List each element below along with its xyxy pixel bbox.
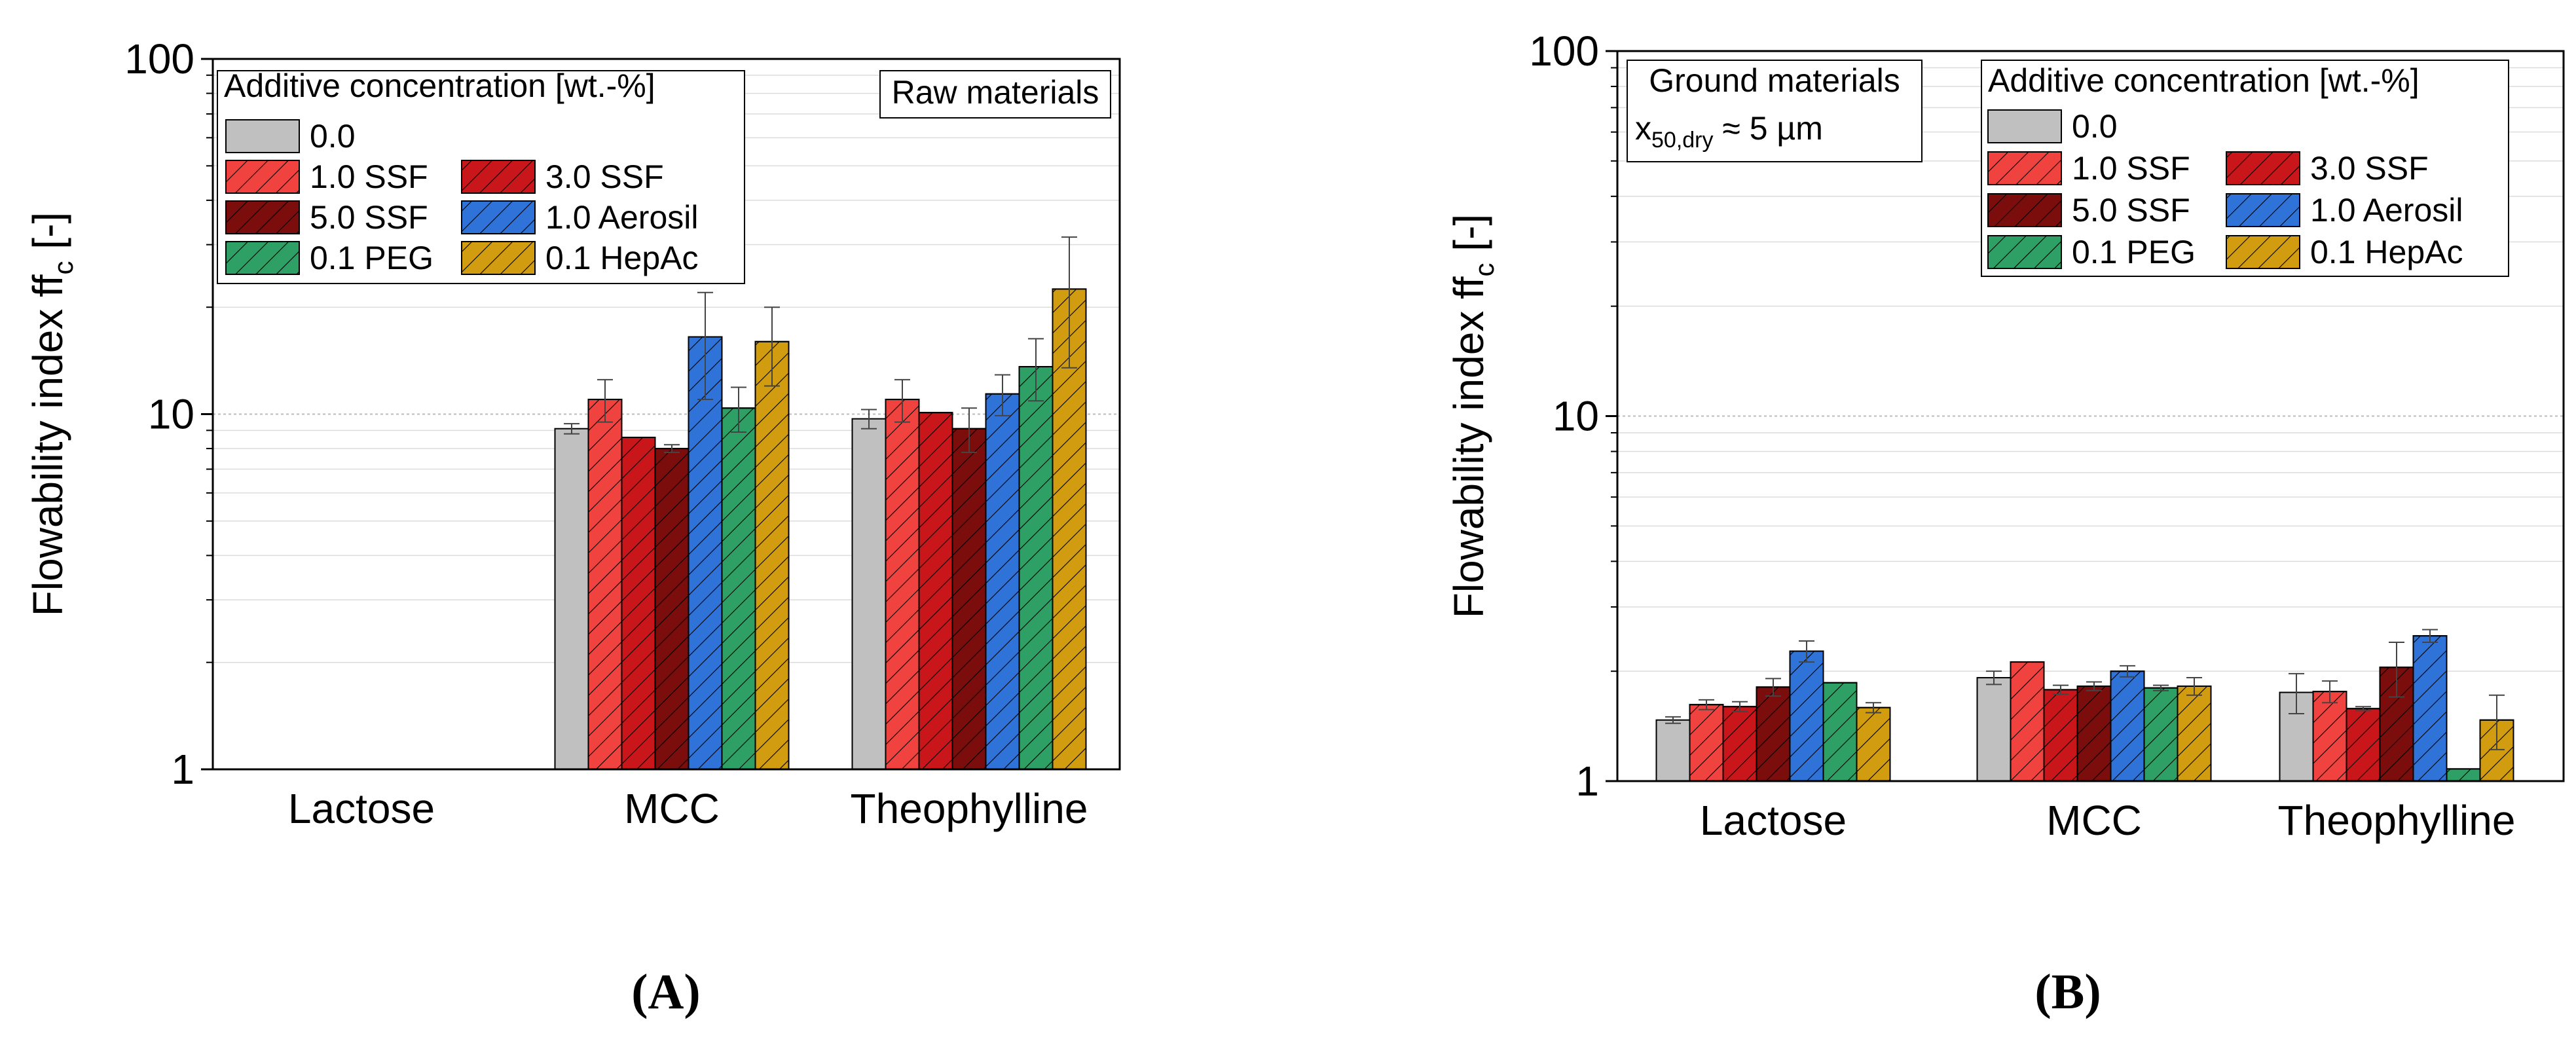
annotation-particle-size: x50,dry ≈ 5 µm — [1635, 110, 1823, 153]
annotation-particle-size-sub: 50,dry — [1651, 128, 1714, 153]
legend-swatch-hatch — [2226, 193, 2300, 227]
y-axis-label-unit: [-] — [1445, 214, 1492, 263]
legend-swatch-hatch — [1987, 235, 2062, 269]
bar-a-mcc-0-0 — [554, 428, 589, 770]
legend-swatch-hatch — [461, 200, 536, 234]
y-tick-label: 100 — [1529, 27, 1599, 75]
bar-b-mcc-5-0-ssf-hatch — [2076, 686, 2112, 782]
bar-b-mcc-1-0-ssf-hatch — [2010, 661, 2045, 782]
bar-a-theophylline-3-0-ssf-hatch — [918, 412, 953, 770]
y-tick-label: 10 — [148, 391, 194, 438]
annotation-box — [879, 70, 1111, 119]
bar-a-theophylline-0-0 — [851, 418, 887, 770]
bar-b-mcc-0-0 — [1976, 677, 2012, 782]
x-category-label: Lactose — [288, 785, 435, 832]
bar-b-theophylline-1-0-ssf-hatch — [2312, 691, 2347, 782]
legend-label: 3.0 SSF — [545, 158, 664, 195]
y-axis-label-sub: c — [1469, 263, 1500, 276]
annotation-particle-size-value: ≈ 5 µm — [1714, 110, 1823, 147]
bar-a-mcc-0-1-peg-hatch — [721, 407, 756, 770]
legend-swatch — [225, 119, 300, 153]
annotation-text: Raw materials — [892, 74, 1099, 111]
legend-swatch-hatch — [225, 200, 300, 234]
bar-b-theophylline-3-0-ssf-hatch — [2346, 708, 2381, 782]
x-category-label: MCC — [624, 785, 720, 832]
legend-label: 3.0 SSF — [2310, 150, 2429, 187]
legend-swatch-hatch — [225, 160, 300, 194]
y-axis-label: Flowability index ffc [-] — [1445, 214, 1500, 618]
y-tick-label: 100 — [124, 35, 194, 82]
panel-label: (B) — [2034, 964, 2101, 1019]
bar-b-mcc-0-1-peg-hatch — [2143, 687, 2179, 782]
y-tick-label: 10 — [1553, 393, 1599, 440]
legend-label: 5.0 SSF — [310, 199, 428, 236]
legend-label: 0.1 HepAc — [545, 240, 698, 276]
legend-swatch-hatch — [461, 241, 536, 275]
y-axis-label: Flowability index ffc [-] — [24, 212, 79, 616]
bar-b-mcc-1-0-aerosil-hatch — [2110, 670, 2145, 782]
bar-b-theophylline-1-0-aerosil-hatch — [2412, 635, 2448, 782]
bar-b-mcc-0-1-hepac-hatch — [2177, 686, 2212, 782]
x-category-label: Theophylline — [851, 785, 1088, 832]
legend-swatch-hatch — [1987, 193, 2062, 227]
bar-a-mcc-1-0-ssf-hatch — [587, 399, 623, 770]
y-tick-label: 1 — [1575, 758, 1599, 805]
legend-label: 0.0 — [2072, 108, 2118, 145]
panel-a: 1 10 100 Lactose MCC Theophylline Flowability … — [24, 35, 1121, 1019]
x-category-label: MCC — [2046, 797, 2142, 844]
bar-a-mcc-5-0-ssf-hatch — [654, 448, 690, 770]
legend-label: 0.1 HepAc — [2310, 234, 2463, 270]
bar-a-theophylline-5-0-ssf-hatch — [951, 428, 987, 770]
legend-label: 5.0 SSF — [2072, 192, 2190, 229]
bar-a-mcc-3-0-ssf-hatch — [621, 437, 656, 771]
y-axis-label-sub: c — [48, 261, 79, 274]
bar-a-theophylline-1-0-aerosil-hatch — [985, 393, 1020, 770]
legend-swatch-hatch — [2226, 235, 2300, 269]
legend-label: 1.0 SSF — [310, 158, 428, 195]
bar-b-theophylline-0-1-peg-hatch — [2446, 768, 2481, 782]
legend-label: 1.0 SSF — [2072, 150, 2190, 187]
bar-a-theophylline-0-1-hepac-hatch — [1052, 288, 1087, 770]
bar-a-theophylline-0-1-peg-hatch — [1018, 366, 1054, 770]
bar-a-mcc-1-0-aerosil-hatch — [688, 336, 723, 770]
legend-label: 0.1 PEG — [2072, 234, 2196, 270]
y-axis-label-main: Flowability index ff — [1445, 276, 1492, 618]
annotation-text: Ground materials — [1649, 62, 1900, 99]
bar-b-lactose-5-0-ssf-hatch — [1756, 686, 1791, 782]
bar-b-lactose-0-1-peg-hatch — [1822, 682, 1858, 782]
legend-swatch — [1987, 109, 2062, 143]
panel-b: 1 10 100 Lactose MCC Theophylline Flowability … — [1445, 27, 2565, 1019]
legend-label: 1.0 Aerosil — [545, 199, 698, 236]
bar-b-lactose-1-0-ssf-hatch — [1689, 704, 1724, 782]
legend-swatch-hatch — [2226, 151, 2300, 185]
bar-b-lactose-3-0-ssf-hatch — [1722, 706, 1757, 782]
x-category-label: Theophylline — [2278, 797, 2516, 844]
legend-title: Additive concentration [wt.-%] — [224, 67, 655, 104]
bar-b-lactose-0-0 — [1655, 719, 1691, 782]
legend-swatch-hatch — [225, 241, 300, 275]
legend-swatch-hatch — [1987, 151, 2062, 185]
annotation-box — [1627, 60, 1923, 162]
panel-label: (A) — [631, 964, 701, 1019]
bar-b-lactose-1-0-aerosil-hatch — [1789, 650, 1824, 782]
bar-b-mcc-3-0-ssf-hatch — [2043, 689, 2078, 782]
legend-label: 1.0 Aerosil — [2310, 192, 2463, 229]
legend-label: 0.1 PEG — [310, 240, 433, 276]
annotation-particle-size-symbol: x — [1635, 110, 1651, 147]
y-axis-label-main: Flowability index ff — [24, 274, 71, 616]
y-tick-label: 1 — [171, 746, 194, 793]
bar-a-mcc-0-1-hepac-hatch — [754, 340, 790, 770]
legend-title: Additive concentration [wt.-%] — [1988, 62, 2420, 99]
legend-label: 0.0 — [310, 118, 356, 155]
legend-swatch-hatch — [461, 160, 536, 194]
x-category-label: Lactose — [1700, 797, 1847, 844]
bar-a-theophylline-1-0-ssf-hatch — [885, 399, 920, 770]
bar-b-lactose-0-1-hepac-hatch — [1856, 706, 1891, 782]
y-axis-label-unit: [-] — [24, 212, 71, 261]
